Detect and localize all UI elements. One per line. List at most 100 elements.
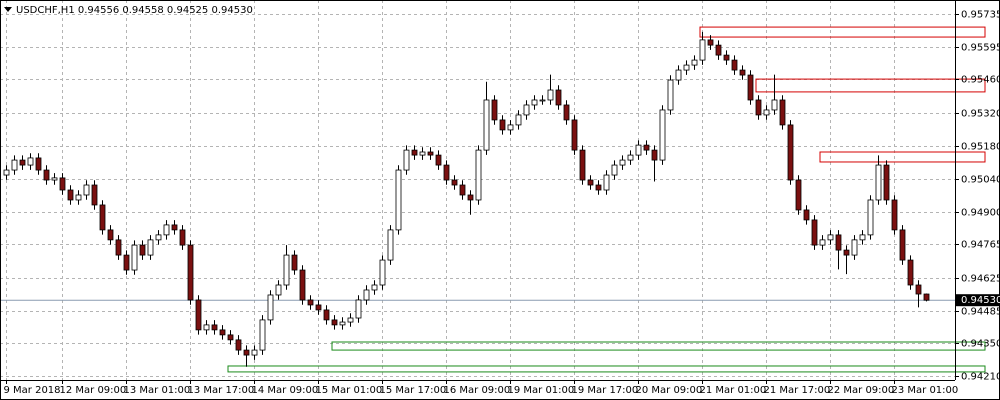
candle-body — [739, 69, 746, 76]
candle-body — [435, 154, 442, 166]
candle-body — [603, 174, 610, 191]
candle-body — [195, 299, 202, 331]
x-tick-label: 13 Mar 17:00 — [188, 385, 255, 396]
candle-body — [339, 321, 346, 326]
x-tick-label: 21 Mar 01:00 — [700, 385, 767, 396]
candle-body — [531, 99, 538, 106]
marks — [0, 26, 986, 373]
candle-body — [283, 254, 290, 286]
candle-body — [235, 339, 242, 351]
menu-arrow[interactable] — [4, 7, 12, 12]
y-tick-label: 0.95460 — [961, 75, 1000, 86]
price-zone — [755, 78, 986, 93]
candle-body — [419, 151, 426, 156]
candle-body — [403, 149, 410, 171]
candle-body — [107, 229, 114, 241]
candle-body — [171, 224, 178, 231]
candle-body — [299, 269, 306, 301]
candle-body — [675, 69, 682, 81]
candle-body — [499, 119, 506, 131]
candle-body — [835, 234, 842, 251]
y-tick-label: 0.94485 — [961, 307, 1000, 318]
y-tick-label: 0.94625 — [961, 274, 1000, 285]
price-zone — [819, 151, 986, 163]
candle-body — [579, 149, 586, 181]
candle-body — [635, 144, 642, 156]
candle-body — [203, 324, 210, 331]
candle-body — [563, 104, 570, 121]
candle-body — [851, 239, 858, 256]
candle-body — [163, 224, 170, 236]
candle-body — [267, 294, 274, 321]
candle-body — [147, 239, 154, 256]
candle-body — [883, 164, 890, 201]
candle-body — [75, 194, 82, 201]
candle-body — [131, 244, 138, 271]
candle-body — [747, 74, 754, 101]
candle-body — [699, 39, 706, 61]
candle-body — [379, 259, 386, 286]
candle-body — [659, 109, 666, 161]
candle-body — [19, 159, 26, 166]
candle-body — [891, 199, 898, 231]
candle-body — [539, 99, 546, 102]
x-tick-label: 16 Mar 09:00 — [444, 385, 511, 396]
candle-body — [771, 99, 778, 111]
candle-body — [859, 234, 866, 241]
candle-body — [323, 309, 330, 321]
candle-body — [91, 184, 98, 206]
candle-body — [251, 349, 258, 356]
candle-body — [515, 114, 522, 126]
candle-body — [755, 99, 762, 116]
candle-body — [923, 293, 930, 301]
candle-body — [139, 244, 146, 256]
candle-body — [475, 149, 482, 201]
candle-body — [123, 254, 130, 271]
candle-body — [683, 64, 690, 71]
candle-body — [907, 259, 914, 286]
candle-body — [867, 199, 874, 236]
candle-body — [291, 254, 298, 271]
y-tick-label: 0.95735 — [961, 10, 1000, 21]
y-tick-label: 0.94350 — [961, 339, 1000, 350]
candle-body — [315, 304, 322, 311]
x-tick-label: 15 Mar 17:00 — [380, 385, 447, 396]
candle-body — [51, 177, 58, 181]
chart-title: USDCHF,H1 0.94556 0.94558 0.94525 0.9453… — [16, 5, 253, 16]
y-tick-label: 0.95320 — [961, 109, 1000, 120]
candle-body — [875, 164, 882, 201]
candle-body — [459, 184, 466, 196]
y-tick-label: 0.94900 — [961, 208, 1000, 219]
candle-body — [491, 99, 498, 121]
x-tick-label: 20 Mar 09:00 — [636, 385, 703, 396]
candle-body — [507, 124, 514, 131]
candle-body — [555, 89, 562, 106]
candle-body — [523, 104, 530, 116]
candle-body — [619, 159, 626, 166]
price-zone — [227, 365, 986, 373]
candle-body — [763, 109, 770, 116]
price-zone — [331, 341, 986, 351]
candle-body — [243, 349, 250, 356]
y-tick-label: 0.95180 — [961, 142, 1000, 153]
candle-body — [59, 177, 66, 191]
candle-body — [307, 299, 314, 306]
candle-body — [643, 144, 650, 151]
candle-body — [691, 59, 698, 66]
candle-body — [11, 159, 18, 171]
candle-body — [27, 157, 34, 166]
candle-body — [219, 329, 226, 336]
candle-body — [595, 184, 602, 191]
candle-body — [187, 244, 194, 301]
x-tick-label: 19 Mar 01:00 — [508, 385, 575, 396]
candle-body — [843, 249, 850, 256]
candle-body — [387, 229, 394, 261]
candle-body — [275, 284, 282, 296]
candle-body — [3, 169, 10, 176]
candle-body — [795, 179, 802, 211]
candle-body — [83, 184, 90, 196]
candle-body — [779, 99, 786, 126]
x-tick-label: 22 Mar 09:00 — [828, 385, 895, 396]
candle-body — [371, 284, 378, 291]
candle-body — [547, 89, 554, 101]
